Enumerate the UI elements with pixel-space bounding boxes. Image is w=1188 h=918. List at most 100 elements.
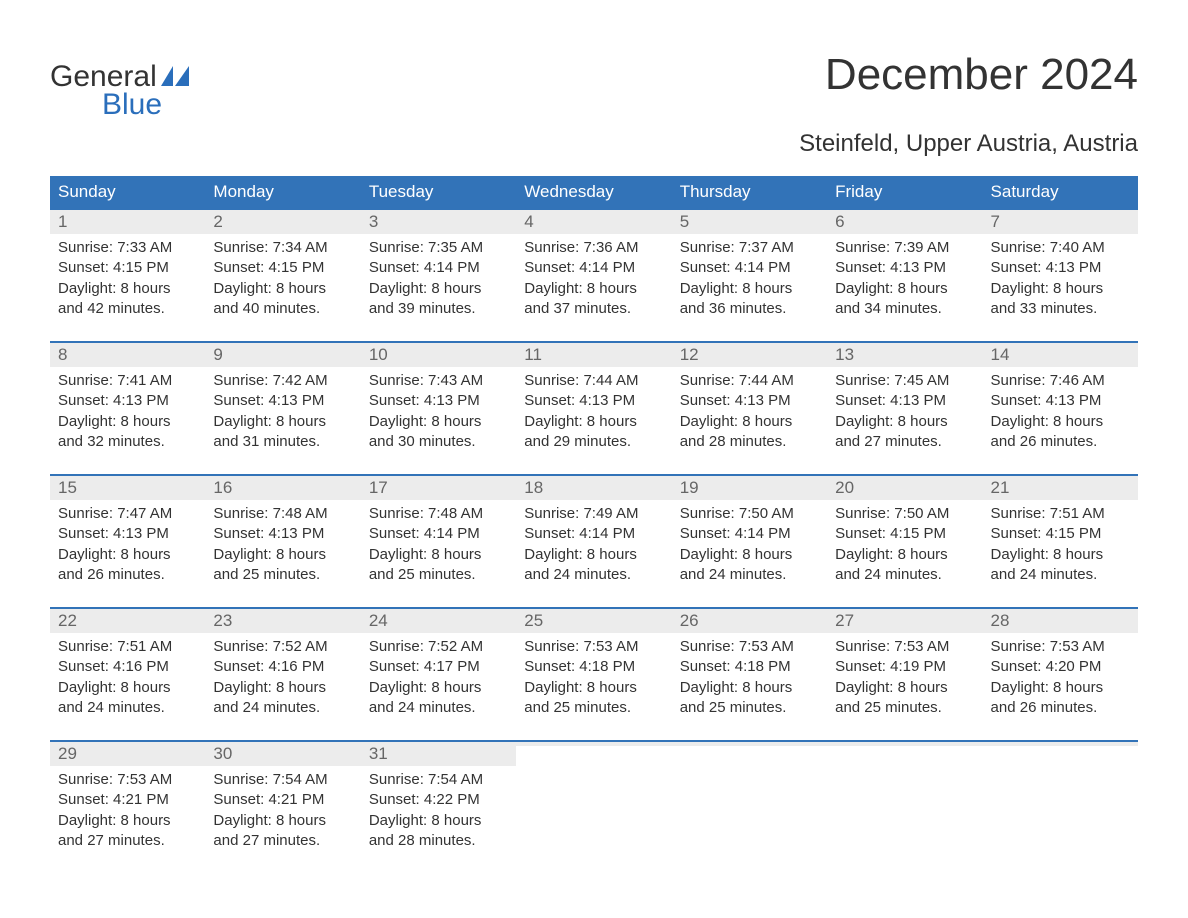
day-cell: 10Sunrise: 7:43 AMSunset: 4:13 PMDayligh…: [361, 343, 516, 458]
day-daylight1: Daylight: 8 hours: [213, 678, 352, 698]
day-sunrise: Sunrise: 7:54 AM: [369, 770, 508, 790]
day-daylight2: and 25 minutes.: [680, 698, 819, 718]
day-daylight2: and 24 minutes.: [835, 565, 974, 585]
day-sunrise: Sunrise: 7:53 AM: [835, 637, 974, 657]
day-cell: [672, 742, 827, 857]
day-cell: 15Sunrise: 7:47 AMSunset: 4:13 PMDayligh…: [50, 476, 205, 591]
day-body: Sunrise: 7:43 AMSunset: 4:13 PMDaylight:…: [361, 367, 516, 458]
day-daylight2: and 42 minutes.: [58, 299, 197, 319]
day-number: 28: [991, 611, 1010, 630]
day-daylight1: Daylight: 8 hours: [991, 678, 1130, 698]
day-number: 26: [680, 611, 699, 630]
day-sunset: Sunset: 4:14 PM: [524, 258, 663, 278]
day-daylight1: Daylight: 8 hours: [213, 279, 352, 299]
day-sunrise: Sunrise: 7:37 AM: [680, 238, 819, 258]
day-body: Sunrise: 7:53 AMSunset: 4:18 PMDaylight:…: [672, 633, 827, 724]
day-number: 5: [680, 212, 689, 231]
day-sunset: Sunset: 4:22 PM: [369, 790, 508, 810]
day-cell: 19Sunrise: 7:50 AMSunset: 4:14 PMDayligh…: [672, 476, 827, 591]
day-sunset: Sunset: 4:13 PM: [991, 258, 1130, 278]
day-cell: 11Sunrise: 7:44 AMSunset: 4:13 PMDayligh…: [516, 343, 671, 458]
day-sunset: Sunset: 4:14 PM: [369, 258, 508, 278]
day-number: 13: [835, 345, 854, 364]
day-header: Monday: [205, 176, 360, 208]
day-daylight1: Daylight: 8 hours: [680, 412, 819, 432]
day-daylight2: and 26 minutes.: [58, 565, 197, 585]
day-sunrise: Sunrise: 7:35 AM: [369, 238, 508, 258]
day-sunrise: Sunrise: 7:52 AM: [213, 637, 352, 657]
day-daylight1: Daylight: 8 hours: [991, 412, 1130, 432]
day-daylight2: and 27 minutes.: [58, 831, 197, 851]
day-number-row: 23: [205, 609, 360, 633]
day-cell: 25Sunrise: 7:53 AMSunset: 4:18 PMDayligh…: [516, 609, 671, 724]
day-cell: 3 Sunrise: 7:35 AMSunset: 4:14 PMDaylight…: [361, 210, 516, 325]
day-sunset: Sunset: 4:16 PM: [58, 657, 197, 677]
day-number-row: 27: [827, 609, 982, 633]
day-number-row: [983, 742, 1138, 746]
day-body: Sunrise: 7:53 AMSunset: 4:19 PMDaylight:…: [827, 633, 982, 724]
day-number-row: [672, 742, 827, 746]
day-daylight2: and 34 minutes.: [835, 299, 974, 319]
day-body: Sunrise: 7:53 AMSunset: 4:18 PMDaylight:…: [516, 633, 671, 724]
calendar-week: 1Sunrise: 7:33 AMSunset: 4:15 PMDaylight…: [50, 208, 1138, 325]
day-number-row: 5: [672, 210, 827, 234]
day-sunrise: Sunrise: 7:53 AM: [680, 637, 819, 657]
day-daylight1: Daylight: 8 hours: [369, 545, 508, 565]
day-daylight2: and 24 minutes.: [58, 698, 197, 718]
day-number-row: 11: [516, 343, 671, 367]
day-sunset: Sunset: 4:15 PM: [58, 258, 197, 278]
day-number-row: 16: [205, 476, 360, 500]
day-sunset: Sunset: 4:18 PM: [524, 657, 663, 677]
day-cell: [827, 742, 982, 857]
day-number: 2: [213, 212, 222, 231]
day-number: 9: [213, 345, 222, 364]
day-number-row: 13: [827, 343, 982, 367]
day-daylight1: Daylight: 8 hours: [369, 279, 508, 299]
day-number-row: 28: [983, 609, 1138, 633]
day-daylight1: Daylight: 8 hours: [835, 545, 974, 565]
day-number: 22: [58, 611, 77, 630]
day-body: Sunrise: 7:36 AMSunset: 4:14 PMDaylight:…: [516, 234, 671, 325]
day-number: 12: [680, 345, 699, 364]
day-cell: [516, 742, 671, 857]
day-sunset: Sunset: 4:13 PM: [835, 391, 974, 411]
day-cell: 8Sunrise: 7:41 AMSunset: 4:13 PMDaylight…: [50, 343, 205, 458]
day-daylight1: Daylight: 8 hours: [369, 811, 508, 831]
day-cell: 30Sunrise: 7:54 AMSunset: 4:21 PMDayligh…: [205, 742, 360, 857]
day-sunrise: Sunrise: 7:39 AM: [835, 238, 974, 258]
day-daylight1: Daylight: 8 hours: [524, 279, 663, 299]
day-cell: 13Sunrise: 7:45 AMSunset: 4:13 PMDayligh…: [827, 343, 982, 458]
day-number-row: 3: [361, 210, 516, 234]
day-cell: 27Sunrise: 7:53 AMSunset: 4:19 PMDayligh…: [827, 609, 982, 724]
day-number-row: 25: [516, 609, 671, 633]
day-sunrise: Sunrise: 7:53 AM: [991, 637, 1130, 657]
day-sunset: Sunset: 4:18 PM: [680, 657, 819, 677]
day-daylight2: and 26 minutes.: [991, 698, 1130, 718]
day-daylight2: and 36 minutes.: [680, 299, 819, 319]
location-subtitle: Steinfeld, Upper Austria, Austria: [50, 130, 1138, 158]
day-sunset: Sunset: 4:16 PM: [213, 657, 352, 677]
day-sunrise: Sunrise: 7:44 AM: [524, 371, 663, 391]
day-number: 18: [524, 478, 543, 497]
day-cell: 24Sunrise: 7:52 AMSunset: 4:17 PMDayligh…: [361, 609, 516, 724]
day-number-row: 7: [983, 210, 1138, 234]
day-sunset: Sunset: 4:14 PM: [524, 524, 663, 544]
day-sunrise: Sunrise: 7:53 AM: [58, 770, 197, 790]
day-body: Sunrise: 7:44 AMSunset: 4:13 PMDaylight:…: [516, 367, 671, 458]
day-daylight1: Daylight: 8 hours: [680, 545, 819, 565]
day-cell: 23 Sunrise: 7:52 AMSunset: 4:16 PMDayligh…: [205, 609, 360, 724]
day-header-row: Sunday Monday Tuesday Wednesday Thursday…: [50, 176, 1138, 208]
day-cell: 26 Sunrise: 7:53 AMSunset: 4:18 PMDayligh…: [672, 609, 827, 724]
calendar-week: 22Sunrise: 7:51 AMSunset: 4:16 PMDayligh…: [50, 607, 1138, 724]
day-cell: [983, 742, 1138, 857]
header: General Blue December 2024: [50, 50, 1138, 122]
day-number: 4: [524, 212, 533, 231]
day-sunset: Sunset: 4:14 PM: [680, 524, 819, 544]
day-sunset: Sunset: 4:13 PM: [58, 391, 197, 411]
day-daylight1: Daylight: 8 hours: [58, 545, 197, 565]
day-sunrise: Sunrise: 7:40 AM: [991, 238, 1130, 258]
day-sunrise: Sunrise: 7:45 AM: [835, 371, 974, 391]
day-number: 8: [58, 345, 67, 364]
day-body: Sunrise: 7:54 AMSunset: 4:22 PMDaylight:…: [361, 766, 516, 857]
day-number-row: 26: [672, 609, 827, 633]
